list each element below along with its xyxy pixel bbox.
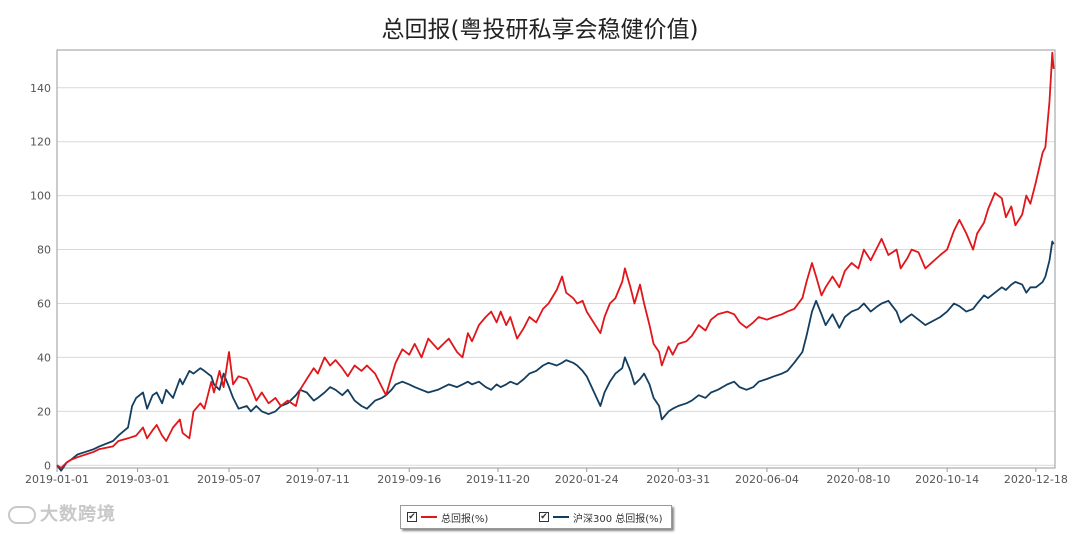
series-lines — [56, 51, 1055, 472]
x-tick-label: 2020-12-18 — [1004, 473, 1068, 486]
x-axis-ticks: 2019-01-01 2019-03-01 2019-05-07 2019-07-11… — [25, 468, 1068, 486]
y-tick-label: 60 — [37, 297, 51, 310]
x-tick-label: 2019-05-07 — [197, 473, 261, 486]
y-tick-label: 120 — [30, 136, 51, 149]
x-tick-label: 2020-10-14 — [915, 473, 979, 486]
legend-swatch-fund — [421, 516, 437, 518]
x-tick-label: 2019-07-11 — [286, 473, 350, 486]
x-tick-label: 2019-03-01 — [106, 473, 170, 486]
legend-checkbox-csi300[interactable]: ✔ — [539, 512, 549, 522]
y-tick-label: 0 — [44, 459, 51, 472]
y-tick-label: 40 — [37, 351, 51, 364]
watermark: 大数跨境 — [8, 500, 116, 526]
x-tick-label: 2020-06-04 — [735, 473, 799, 486]
series-line-fund — [56, 51, 1055, 469]
legend-checkbox-fund[interactable]: ✔ — [407, 512, 417, 522]
x-tick-label: 2020-01-24 — [555, 473, 619, 486]
y-tick-label: 100 — [30, 190, 51, 203]
legend-item-csi300[interactable]: ✔ 沪深300 总回报(%) — [539, 510, 663, 525]
legend: ✔ 总回报(%) ✔ 沪深300 总回报(%) — [400, 505, 672, 529]
chart-title: 总回报(粤投研私享会稳健价值) — [381, 17, 699, 43]
gridlines — [57, 87, 1055, 466]
y-axis-ticks: 0 20 40 60 80 100 120 140 — [30, 82, 51, 473]
legend-swatch-csi300 — [553, 516, 569, 518]
legend-item-fund[interactable]: ✔ 总回报(%) — [407, 510, 489, 525]
y-tick-label: 80 — [37, 244, 51, 257]
x-tick-label: 2019-01-01 — [25, 473, 89, 486]
watermark-text: 大数跨境 — [40, 504, 116, 525]
x-tick-label: 2019-11-20 — [466, 473, 530, 486]
legend-label-csi300: 沪深300 总回报(%) — [573, 513, 663, 525]
x-tick-label: 2020-08-10 — [826, 473, 890, 486]
plot-frame — [56, 49, 1056, 469]
x-tick-label: 2019-09-16 — [377, 473, 441, 486]
x-tick-label: 2020-03-31 — [646, 473, 710, 486]
y-tick-label: 140 — [30, 82, 51, 95]
series-line-csi300 — [56, 240, 1055, 472]
watermark-logo-icon — [8, 506, 36, 524]
y-tick-label: 20 — [37, 405, 51, 418]
legend-label-fund: 总回报(%) — [441, 513, 489, 525]
